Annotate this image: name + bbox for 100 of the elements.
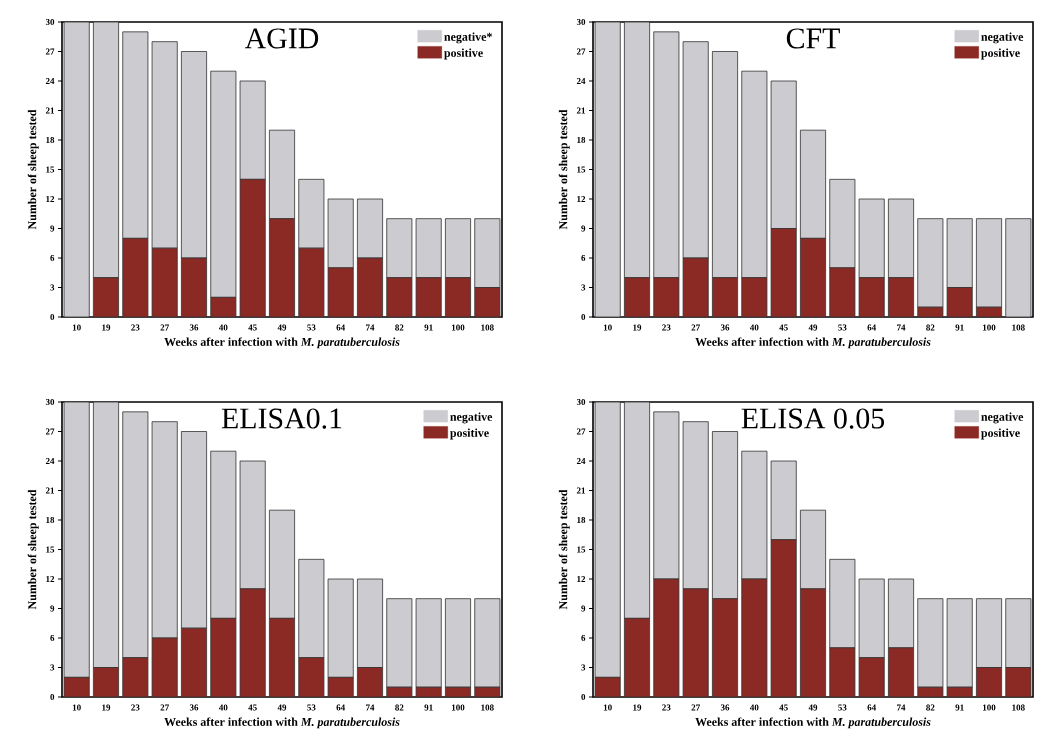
x-axis-title: Weeks after infection with M. paratuberculosis [695,717,931,729]
x-tick-label: 36 [720,704,730,711]
bar [444,598,472,688]
bar [829,178,856,269]
y-tick-label: 27 [45,428,55,435]
x-tick-label: 36 [189,704,199,711]
y-tick-label: 27 [45,48,55,55]
y-tick-label: 24 [576,458,586,464]
bar [683,258,709,317]
y-tick-label: 6 [50,254,55,262]
x-tick-label: 74 [897,324,906,331]
bar [799,509,827,590]
legend-label: positive [981,48,1020,60]
x-tick-label: 40 [749,324,759,331]
bar [268,129,296,220]
y-tick-label: 12 [46,196,55,202]
legend-label: positive [450,428,489,440]
bar [152,248,178,317]
bar [152,638,178,698]
bar [653,579,679,698]
bar [327,198,354,269]
legend-label: negative [981,412,1024,424]
bar [181,628,207,698]
x-tick-label: 19 [102,324,111,331]
bar [741,579,767,698]
x-tick-label: 23 [131,704,140,711]
x-axis-title: Weeks after infection with M. paratuberculosis [164,337,400,349]
bar [416,277,442,317]
bar [445,277,471,317]
x-tick-label: 27 [691,704,700,711]
x-tick-label: 36 [189,324,199,331]
bar [356,578,384,668]
x-tick-label: 49 [808,704,818,711]
y-tick-label: 0 [50,693,55,701]
x-tick-label: 45 [779,704,788,711]
x-tick-label: 82 [926,704,935,711]
bar [712,598,738,698]
bar [444,218,472,279]
bar [770,80,797,229]
y-tick-label: 24 [576,78,586,84]
y-tick-label: 30 [45,398,55,406]
bar [594,402,621,678]
bar [859,277,885,317]
bar [799,129,827,239]
bar [829,647,855,698]
x-tick-label: 108 [481,324,494,331]
y-tick-label: 9 [50,225,55,232]
bar [683,588,709,698]
y-tick-label: 18 [577,516,586,524]
bar [386,218,413,279]
y-tick-label: 12 [46,576,55,582]
bar [269,618,295,698]
bar [298,558,325,659]
y-tick-label: 21 [45,107,55,114]
x-tick-label: 49 [277,704,287,711]
chart-title: ELISA0.1 [221,408,342,429]
bar [917,598,944,688]
x-tick-label: 27 [160,324,169,331]
bar [356,198,384,259]
x-tick-label: 108 [1012,704,1025,711]
bar [741,70,768,279]
x-tick-label: 64 [867,704,876,711]
y-tick-label: 18 [46,136,55,144]
x-tick-label: 23 [131,324,140,331]
y-tick-label: 15 [46,166,55,173]
bar [210,450,237,619]
bar [711,431,739,600]
bar [976,598,1003,668]
bar [917,218,944,308]
y-tick-label: 21 [576,487,586,494]
bar [888,277,914,317]
x-tick-label: 82 [395,704,404,711]
bar [268,509,296,619]
x-tick-label: 64 [867,324,876,331]
y-tick-label: 12 [577,576,586,582]
x-tick-label: 40 [749,704,759,711]
bar [180,431,208,629]
bar [712,277,738,317]
bar [888,647,914,698]
y-tick-label: 0 [581,693,586,701]
y-tick-label: 27 [576,428,586,435]
x-tick-label: 53 [838,324,847,331]
bar [859,657,885,698]
bar [210,618,236,698]
bar [122,31,149,239]
bar [151,41,178,249]
bar [624,277,650,317]
bar [858,198,885,279]
x-tick-label: 53 [307,704,316,711]
bar [415,598,442,688]
y-tick-label: 30 [45,18,55,26]
bar [328,267,354,317]
x-tick-label: 82 [926,324,935,331]
y-tick-label: 6 [581,634,586,642]
y-tick-label: 3 [581,284,586,291]
bar [63,402,90,678]
y-axis-title: Number of sheep tested [558,109,570,230]
x-tick-label: 91 [424,324,433,331]
bar [800,588,826,698]
bar [240,588,266,698]
